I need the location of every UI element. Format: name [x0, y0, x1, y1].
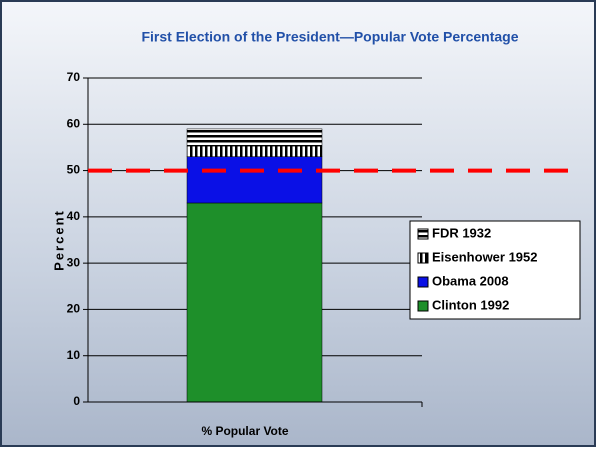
y-tick-label: 50	[67, 163, 81, 177]
legend-label: Obama 2008	[432, 273, 509, 288]
legend-swatch	[417, 300, 429, 312]
y-tick-label: 40	[67, 209, 81, 223]
legend-label: FDR 1932	[432, 225, 491, 240]
y-tick-label: 0	[73, 394, 80, 408]
y-tick-label: 10	[67, 348, 81, 362]
y-tick-label: 70	[67, 70, 81, 84]
y-axis-label: Percent	[51, 209, 66, 271]
legend-swatch	[417, 228, 429, 240]
legend-label: Eisenhower 1952	[432, 249, 538, 264]
x-tick-label: % Popular Vote	[201, 424, 288, 438]
legend-label: Clinton 1992	[432, 297, 509, 312]
legend-box	[409, 220, 581, 320]
y-tick-label: 60	[67, 116, 81, 130]
bar-segment	[186, 145, 323, 157]
y-tick-label: 20	[67, 302, 81, 316]
legend-swatch	[417, 276, 429, 288]
legend-swatch	[417, 252, 429, 264]
y-tick-label: 30	[67, 255, 81, 269]
bar-segment	[186, 128, 323, 147]
bar-segment	[186, 202, 323, 403]
chart-title: First Election of the President—Popular …	[141, 29, 518, 45]
bar-segment	[186, 156, 323, 204]
